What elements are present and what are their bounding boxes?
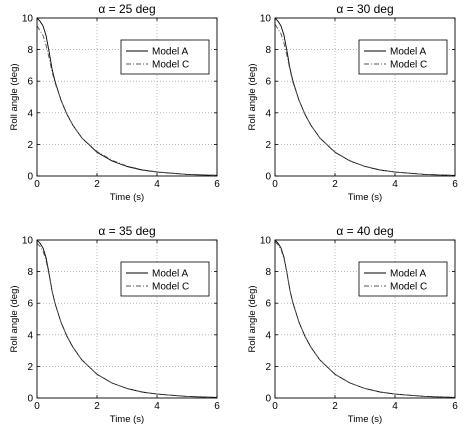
y-tick-label: 4 [265, 108, 271, 119]
legend-label: Model A [152, 269, 188, 280]
x-tick-label: 2 [94, 401, 100, 412]
legend-label: Model C [152, 60, 189, 71]
y-tick-label: 4 [27, 330, 33, 341]
y-tick-label: 8 [265, 45, 271, 56]
y-tick-label: 6 [265, 77, 271, 88]
y-tick-label: 8 [265, 267, 271, 278]
axes-box [36, 17, 218, 177]
chart-panel-3: 0 2 4 6 0 2 4 6 8 10 Model A Model C α = 35 deg Time … [9, 224, 220, 425]
x-tick-label: 4 [154, 179, 160, 190]
legend: Model A Model C [358, 261, 448, 297]
legend-box [358, 261, 448, 297]
x-tick-label: 6 [214, 179, 220, 190]
legend-label: Model C [152, 282, 189, 293]
chart-title: α = 35 deg [98, 224, 155, 238]
series-line-model-c [274, 241, 456, 398]
x-tick-label: 4 [392, 401, 398, 412]
x-tick-label: 2 [94, 179, 100, 190]
legend-box [358, 39, 448, 75]
x-tick-label: 6 [452, 401, 458, 412]
y-tick-label: 4 [265, 330, 271, 341]
chart-panel-1: 0 2 4 6 0 2 4 6 8 10 Model A Model C α = 25 deg Time … [9, 2, 220, 203]
y-axis-label: Roll angle (deg) [9, 63, 20, 130]
y-axis-label: Roll angle (deg) [247, 285, 258, 352]
y-tick-label: 6 [27, 77, 33, 88]
legend-label: Model C [390, 282, 427, 293]
legend: Model A Model C [120, 261, 210, 297]
y-tick-label: 6 [265, 299, 271, 310]
x-tick-label: 6 [452, 179, 458, 190]
x-tick-label: 2 [332, 179, 338, 190]
y-axis-label: Roll angle (deg) [247, 63, 258, 130]
y-tick-label: 10 [22, 236, 34, 247]
y-tick-label: 10 [22, 14, 34, 25]
x-tick-label: 0 [34, 401, 40, 412]
y-tick-label: 10 [260, 14, 272, 25]
y-tick-label: 4 [27, 108, 33, 119]
chart-title: α = 30 deg [336, 2, 393, 16]
x-tick-label: 0 [272, 179, 278, 190]
legend: Model A Model C [120, 39, 210, 75]
x-axis-label: Time (s) [110, 192, 144, 203]
chart-panel-4: 0 2 4 6 0 2 4 6 8 10 Model A Model C α = 40 deg Time … [247, 224, 458, 425]
x-tick-label: 0 [272, 401, 278, 412]
chart-title: α = 40 deg [336, 224, 393, 238]
series-line-model-c [36, 25, 218, 176]
y-tick-label: 6 [27, 299, 33, 310]
axes-box [274, 17, 456, 177]
x-axis-label: Time (s) [348, 192, 382, 203]
y-tick-label: 8 [27, 267, 33, 278]
axes-box [274, 239, 456, 399]
axes-box [36, 239, 218, 399]
legend-label: Model C [390, 60, 427, 71]
x-axis-label: Time (s) [348, 414, 382, 425]
y-tick-label: 0 [27, 394, 33, 405]
series-line-model-c [274, 24, 456, 176]
x-tick-label: 4 [154, 401, 160, 412]
y-tick-label: 8 [27, 45, 33, 56]
y-tick-label: 2 [27, 140, 33, 151]
y-tick-label: 2 [265, 140, 271, 151]
x-tick-label: 0 [34, 179, 40, 190]
legend: Model A Model C [358, 39, 448, 75]
x-axis-label: Time (s) [110, 414, 144, 425]
legend-box [120, 261, 210, 297]
y-axis-label: Roll angle (deg) [9, 285, 20, 352]
chart-title: α = 25 deg [98, 2, 155, 16]
legend-label: Model A [390, 269, 426, 280]
x-tick-label: 4 [392, 179, 398, 190]
y-tick-label: 10 [260, 236, 272, 247]
x-tick-label: 6 [214, 401, 220, 412]
y-tick-label: 2 [265, 362, 271, 373]
y-tick-label: 0 [265, 172, 271, 183]
y-tick-label: 0 [27, 172, 33, 183]
legend-label: Model A [390, 47, 426, 58]
y-tick-label: 0 [265, 394, 271, 405]
y-tick-label: 2 [27, 362, 33, 373]
x-tick-label: 2 [332, 401, 338, 412]
legend-label: Model A [152, 47, 188, 58]
series-line-model-a [36, 239, 218, 398]
chart-panel-2: 0 2 4 6 0 2 4 6 8 10 Model A Model C α = 30 deg Time … [247, 2, 458, 203]
legend-box [120, 39, 210, 75]
